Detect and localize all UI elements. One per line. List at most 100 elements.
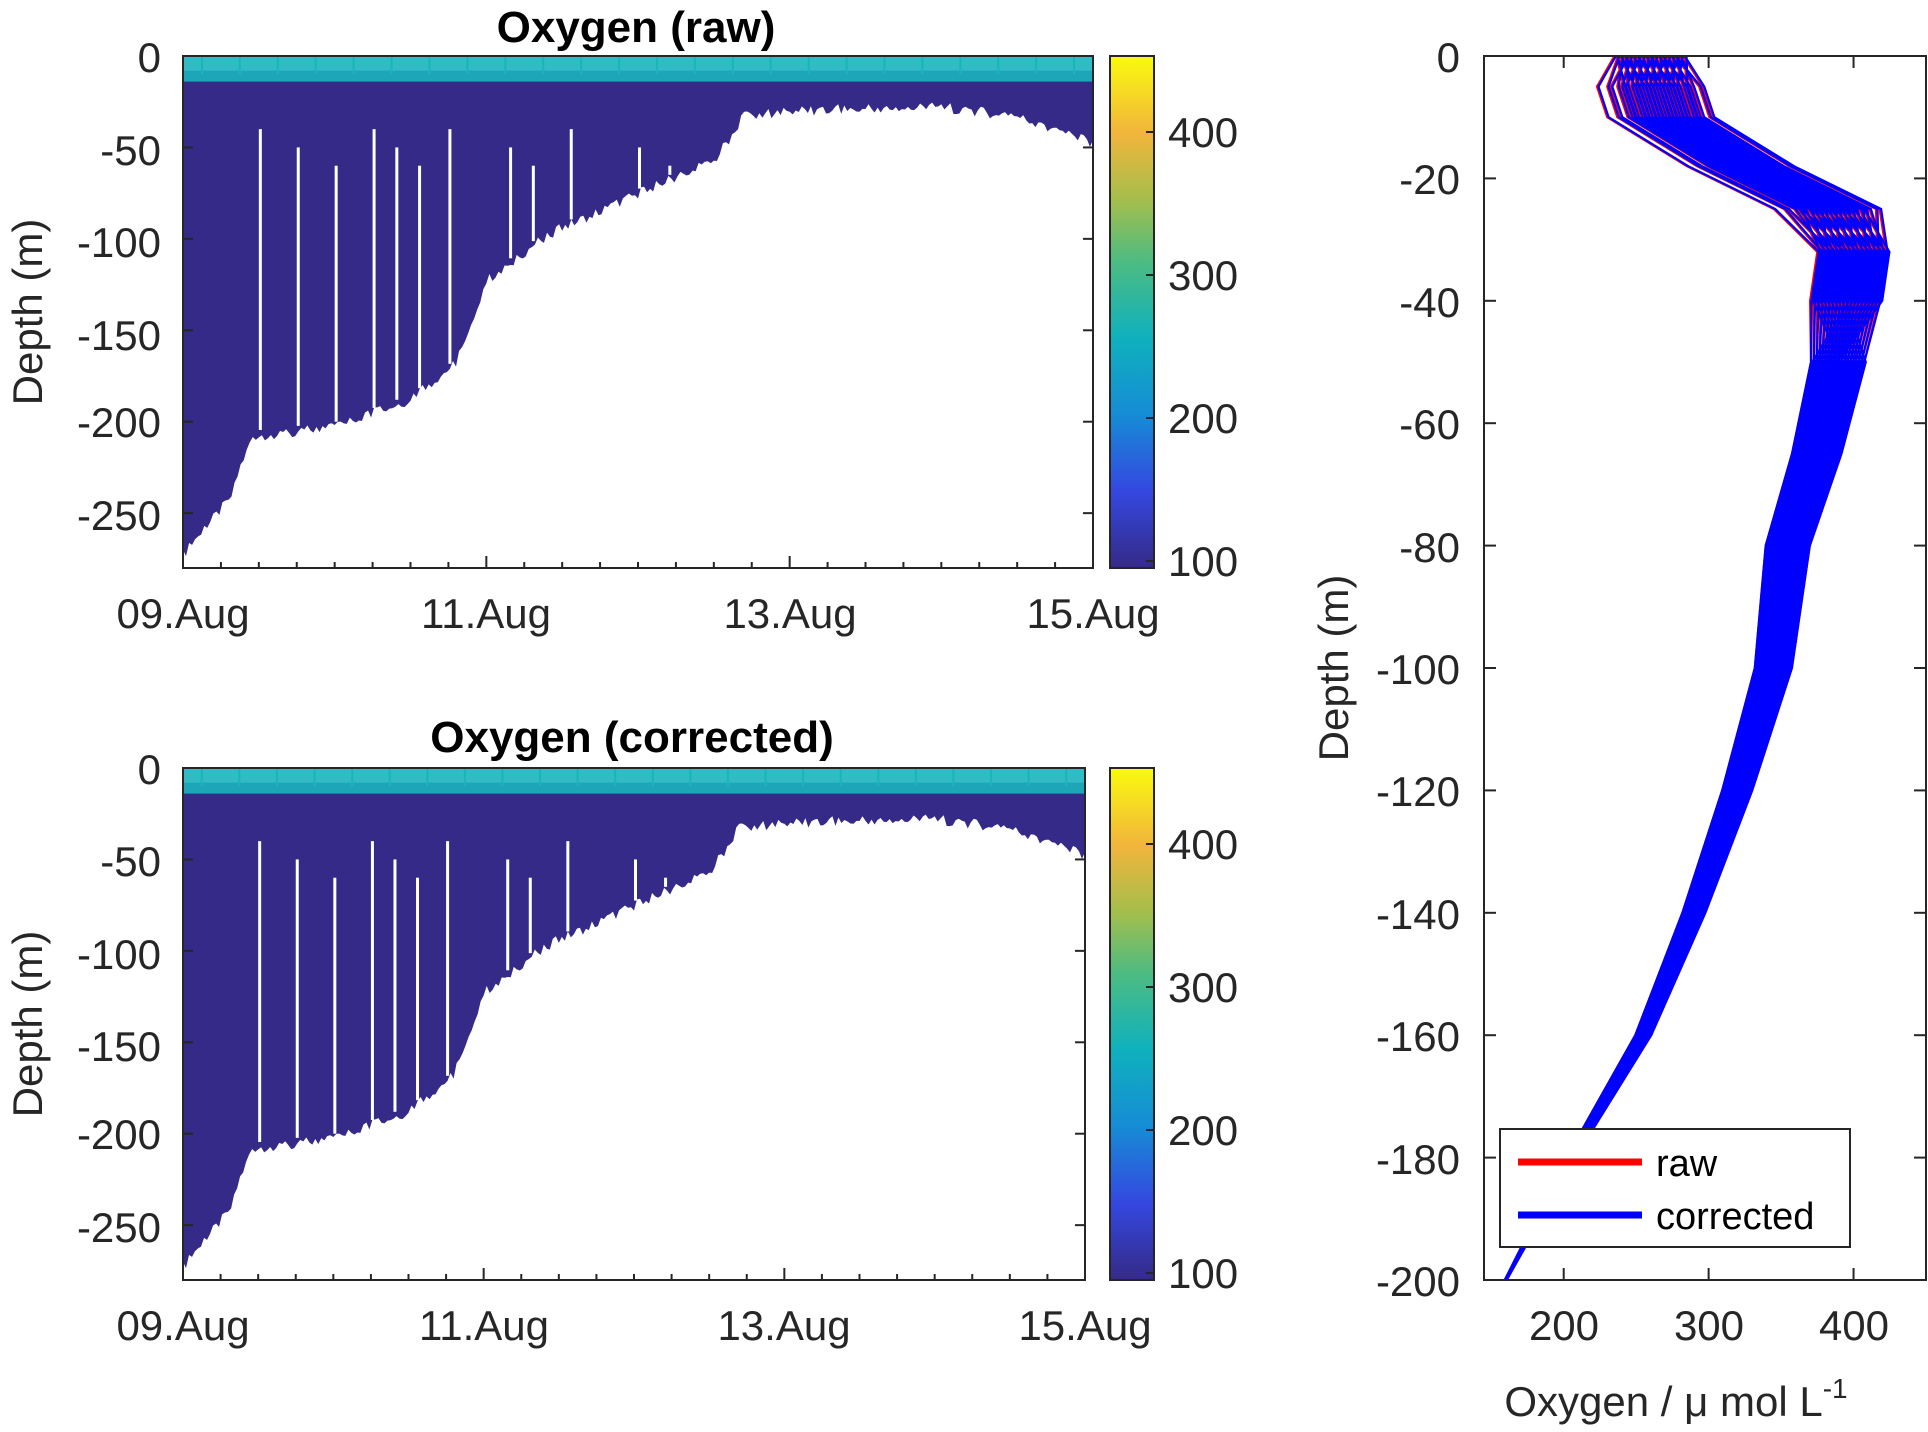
panel-c-ytick-80: -80 [1399, 524, 1460, 571]
panel-c-ytick-120: -120 [1376, 768, 1460, 815]
oxygen-raw-profile-gaps [200, 56, 1076, 431]
panel-c-ticks [1484, 55, 1926, 1281]
panel-a-ytick-0: 0 [138, 34, 161, 81]
panel-b-ytick-50: -50 [100, 838, 161, 885]
raw-gap-10 [638, 147, 641, 189]
raw-profile-11 [1505, 56, 1851, 1280]
oxygen-raw-surface-band [183, 56, 1093, 82]
panel-c-ytick-140: -140 [1376, 891, 1460, 938]
panel-b-xtick-11aug: 11.Aug [419, 1302, 549, 1349]
panel-b-cbar-200: 200 [1168, 1107, 1238, 1154]
raw-gap-11 [668, 165, 672, 175]
raw-gap-0 [258, 129, 262, 431]
panel-a-colorbar-ticks [1146, 131, 1154, 562]
raw-profile-37 [1505, 56, 1853, 1280]
corr-gap-3 [370, 841, 374, 1120]
panel-a-cbar-100: 100 [1168, 538, 1238, 585]
panel-c-ylabel: Depth (m) [1310, 575, 1357, 762]
panel-a-ytick-250: -250 [77, 492, 161, 539]
panel-a-ticks [182, 55, 1094, 568]
panel-a-ylabel: Depth (m) [4, 219, 51, 406]
panel-c-ytick-20: -20 [1399, 156, 1460, 203]
corr-gap-10 [634, 859, 637, 901]
panel-c-xlabel: Oxygen / μ mol L-1 [1504, 1373, 1847, 1425]
legend-box [1499, 1128, 1851, 1248]
corr-gap-1 [295, 859, 299, 1138]
raw-gap-9 [569, 129, 573, 220]
panel-b-xtick-15aug: 15.Aug [1018, 1302, 1151, 1349]
panel-b-cbar-100: 100 [1168, 1250, 1238, 1297]
panel-c-xlabel-sup: -1 [1823, 1373, 1848, 1404]
raw-profile-33 [1503, 56, 1857, 1280]
corrected-profile-22 [1504, 56, 1846, 1280]
panel-a-ytick-50: -50 [100, 127, 161, 174]
corr-gap-4 [393, 859, 397, 1112]
corrected-profile-8 [1504, 56, 1849, 1280]
panel-c-ytick-0: 0 [1437, 34, 1460, 81]
panel-c-xtick-400: 400 [1819, 1302, 1889, 1349]
corrected-profile-35 [1505, 56, 1862, 1280]
corrected-profile-34 [1504, 56, 1853, 1280]
raw-profile-8 [1504, 56, 1848, 1280]
panel-b-cbar-300: 300 [1168, 964, 1238, 1011]
panel-b-ytick-0: 0 [138, 746, 161, 793]
panel-c-ytick-180: -180 [1376, 1136, 1460, 1183]
panel-b-ytick-250: -250 [77, 1204, 161, 1251]
corr-gap-0 [258, 841, 262, 1143]
panel-a-cbar-200: 200 [1168, 395, 1238, 442]
corrected-profile-39 [1504, 56, 1845, 1280]
raw-gap-3 [372, 129, 376, 408]
raw-profile-23 [1505, 56, 1856, 1280]
corr-gap-11 [664, 877, 668, 887]
panel-a-colorbar [1109, 55, 1155, 569]
legend-raw-label: raw [1656, 1143, 1718, 1185]
corrected-profile-33 [1503, 56, 1858, 1280]
corr-gap-7 [506, 859, 510, 971]
corrected-profile-32 [1504, 56, 1864, 1280]
corrected-profile-37 [1505, 56, 1853, 1280]
panel-b-colorbar [1109, 767, 1155, 1281]
panel-a-ytick-100: -100 [77, 219, 161, 266]
corrected-profile-lines [1503, 56, 1891, 1280]
oxygen-corrected-field [183, 782, 1085, 1269]
corrected-profile-36 [1504, 56, 1842, 1280]
profile-legend: raw corrected [1499, 1128, 1851, 1248]
panel-b-xtick-13aug: 13.Aug [717, 1302, 850, 1349]
panel-a-xtick-09aug: 09.Aug [116, 590, 249, 637]
panel-b-colorbar-ticks [1146, 843, 1154, 1274]
oxygen-corrected-profile-gaps [200, 768, 1068, 1143]
corr-gap-8 [528, 877, 532, 954]
panel-b-xtick-09aug: 09.Aug [116, 1302, 249, 1349]
panel-c-ytick-200: -200 [1376, 1258, 1460, 1305]
raw-gap-2 [334, 165, 338, 422]
panel-b-ytick-200: -200 [77, 1111, 161, 1158]
panel-a-cbar-300: 300 [1168, 252, 1238, 299]
panel-a-ytick-200: -200 [77, 399, 161, 446]
raw-gap-6 [448, 129, 452, 364]
panel-c-xtick-300: 300 [1674, 1302, 1744, 1349]
panel-a-cbar-400: 400 [1168, 109, 1238, 156]
panel-oxygen-profiles: 0 -20 -40 -60 -80 -100 -120 -140 -160 -1… [1310, 34, 1927, 1425]
raw-gap-5 [418, 165, 422, 389]
corrected-profile-20 [1504, 56, 1857, 1280]
oxygen-raw-field [183, 70, 1093, 557]
panel-a-xtick-13aug: 13.Aug [723, 590, 856, 637]
panel-b-ylabel: Depth (m) [4, 931, 51, 1118]
panel-c-ytick-160: -160 [1376, 1013, 1460, 1060]
raw-profile-20 [1504, 56, 1855, 1280]
panel-a-title: Oxygen (raw) [497, 3, 776, 52]
raw-profile-34 [1504, 56, 1852, 1280]
corrected-profile-25 [1505, 56, 1848, 1280]
panel-c-xtick-200: 200 [1529, 1302, 1599, 1349]
panel-b-ytick-100: -100 [77, 931, 161, 978]
panel-a-xtick-15aug: 15.Aug [1026, 590, 1159, 637]
panel-c-xlabel-main: Oxygen / μ mol L [1504, 1378, 1822, 1425]
corr-gap-9 [566, 841, 570, 932]
panel-b-title: Oxygen (corrected) [430, 713, 833, 762]
corrected-profile-38 [1504, 56, 1831, 1280]
panel-c-ytick-40: -40 [1399, 279, 1460, 326]
panel-oxygen-raw: Oxygen (raw) 0 -50 -100 -150 -200 -250 0… [4, 3, 1238, 637]
raw-gap-1 [296, 147, 300, 426]
raw-gap-8 [531, 165, 535, 242]
